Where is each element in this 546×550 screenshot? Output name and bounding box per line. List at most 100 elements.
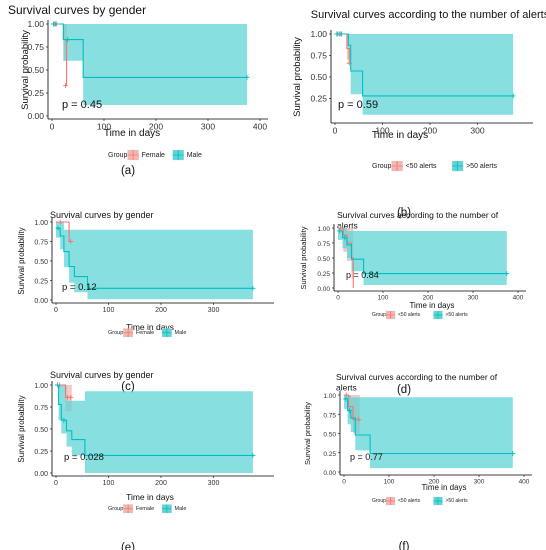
legend-entry: Female bbox=[136, 330, 154, 336]
censor-mark bbox=[339, 31, 345, 37]
censor-mark bbox=[61, 417, 67, 423]
censor-mark bbox=[63, 83, 69, 89]
x-tick-label: 200 bbox=[429, 479, 440, 486]
y-tick-label: 0.25 bbox=[317, 271, 330, 278]
censor-mark bbox=[68, 394, 74, 400]
censor-mark bbox=[338, 225, 344, 231]
y-tick-label: 0.75 bbox=[27, 42, 44, 52]
p-value: p = 0.77 bbox=[350, 452, 383, 462]
x-tick-label: 400 bbox=[513, 295, 524, 302]
legend-key bbox=[433, 497, 443, 505]
x-tick-label: 0 bbox=[342, 479, 346, 486]
x-tick-label: 0 bbox=[336, 295, 340, 302]
x-tick-label: 100 bbox=[103, 307, 115, 314]
legend-title: Group bbox=[108, 506, 123, 512]
y-tick-label: 1.00 bbox=[317, 226, 330, 233]
censor-mark bbox=[250, 285, 256, 291]
y-tick-label: 1.00 bbox=[310, 29, 327, 39]
chart-panel: Survival curves according to the number … bbox=[299, 210, 526, 320]
ci-band bbox=[338, 228, 507, 285]
legend-title: Group bbox=[372, 312, 386, 318]
survival-line bbox=[338, 230, 507, 275]
ci-band bbox=[335, 34, 514, 115]
y-tick-label: 0.50 bbox=[34, 427, 48, 434]
y-tick-label: 0.75 bbox=[323, 412, 336, 419]
y-tick-label: 0.00 bbox=[317, 286, 330, 293]
y-tick-label: 0.50 bbox=[317, 256, 330, 263]
p-value: p = 0.45 bbox=[62, 99, 102, 111]
x-tick-label: 200 bbox=[155, 307, 167, 314]
x-tick-label: 0 bbox=[333, 126, 338, 136]
chart-title: Survival curves according to the number … bbox=[337, 210, 499, 231]
y-tick-label: 0.50 bbox=[310, 72, 327, 82]
x-axis-label: Time in days bbox=[104, 128, 160, 139]
x-axis-label: Time in days bbox=[421, 483, 466, 492]
legend-key bbox=[123, 504, 133, 513]
legend-entry: Female bbox=[136, 506, 154, 512]
x-tick-label: 300 bbox=[468, 295, 479, 302]
y-tick-label: 0.00 bbox=[34, 298, 48, 305]
y-tick-label: 0.75 bbox=[310, 51, 327, 61]
x-tick-label: 200 bbox=[155, 480, 167, 487]
chart-title: Survival curves by gender bbox=[50, 370, 154, 380]
panel-caption: (c) bbox=[121, 381, 135, 393]
y-tick-label: 1.00 bbox=[27, 19, 44, 29]
survival-line bbox=[335, 33, 514, 97]
x-tick-label: 0 bbox=[54, 480, 58, 487]
legend-entry: Female bbox=[142, 152, 165, 159]
x-axis-label: Time in days bbox=[409, 301, 454, 310]
x-tick-label: 300 bbox=[201, 122, 215, 132]
censor-mark bbox=[65, 37, 71, 43]
legend-entry: Male bbox=[187, 152, 202, 159]
legend-entry: Male bbox=[175, 506, 187, 512]
y-axis-label: Survival probability bbox=[17, 227, 26, 294]
y-tick-label: 1.00 bbox=[34, 220, 48, 227]
legend-key bbox=[433, 311, 443, 319]
p-value: p = 0.84 bbox=[346, 270, 379, 280]
y-axis-label: Survival probability bbox=[20, 30, 31, 110]
y-axis-label: Survival probability bbox=[17, 395, 26, 462]
chart-title: Survival curves according to the number … bbox=[311, 9, 546, 21]
chart-panel: Survival curves by gender 0.00 0.25 0.50 0.7… bbox=[8, 3, 268, 161]
legend-key bbox=[162, 504, 172, 513]
chart-title-line: Survival curves according to the number … bbox=[311, 9, 546, 21]
legend-key bbox=[386, 497, 395, 505]
chart-title-line: Survival curves according to the number … bbox=[337, 210, 499, 220]
x-tick-label: 300 bbox=[208, 480, 220, 487]
p-value: p = 0.028 bbox=[64, 452, 104, 463]
y-tick-label: 0.25 bbox=[34, 449, 48, 456]
legend-entry: <50 alerts bbox=[406, 163, 437, 170]
censor-mark bbox=[510, 451, 516, 457]
x-tick-label: 100 bbox=[103, 480, 115, 487]
ci-band bbox=[56, 222, 253, 300]
y-tick-label: 0.00 bbox=[34, 471, 48, 478]
censor-mark bbox=[346, 407, 352, 413]
censor-mark bbox=[57, 219, 63, 225]
legend: Group <50 alerts >50 alerts bbox=[372, 160, 498, 172]
legend-entry: Male bbox=[175, 330, 187, 336]
y-tick-label: 0.00 bbox=[323, 470, 336, 477]
legend-key bbox=[391, 161, 403, 171]
survival-line bbox=[56, 227, 253, 289]
censor-mark bbox=[337, 228, 343, 234]
censor-mark bbox=[53, 21, 59, 27]
chart-title-line: alerts bbox=[337, 221, 358, 231]
p-value: p = 0.59 bbox=[338, 99, 378, 111]
panel-caption: (f) bbox=[399, 541, 410, 550]
x-tick-label: 300 bbox=[474, 479, 485, 486]
y-tick-label: 0.50 bbox=[27, 65, 44, 75]
y-axis-label: Survival probability bbox=[299, 226, 308, 289]
legend: Group <50 alerts >50 alerts bbox=[372, 310, 468, 320]
y-tick-label: 0.75 bbox=[317, 241, 330, 248]
censor-mark bbox=[356, 417, 362, 423]
x-axis-label: Time in days bbox=[126, 492, 174, 502]
censor-mark bbox=[342, 235, 348, 241]
legend-key bbox=[452, 161, 464, 171]
legend-entry: >50 alerts bbox=[446, 498, 469, 504]
y-tick-label: 0.00 bbox=[27, 111, 44, 121]
chart-title: Survival curves by gender bbox=[50, 210, 154, 220]
y-tick-label: 0.25 bbox=[27, 88, 44, 98]
chart-title-line: alerts bbox=[336, 383, 357, 393]
y-tick-label: 0.50 bbox=[34, 259, 48, 266]
legend-entry: <50 alerts bbox=[398, 312, 421, 318]
